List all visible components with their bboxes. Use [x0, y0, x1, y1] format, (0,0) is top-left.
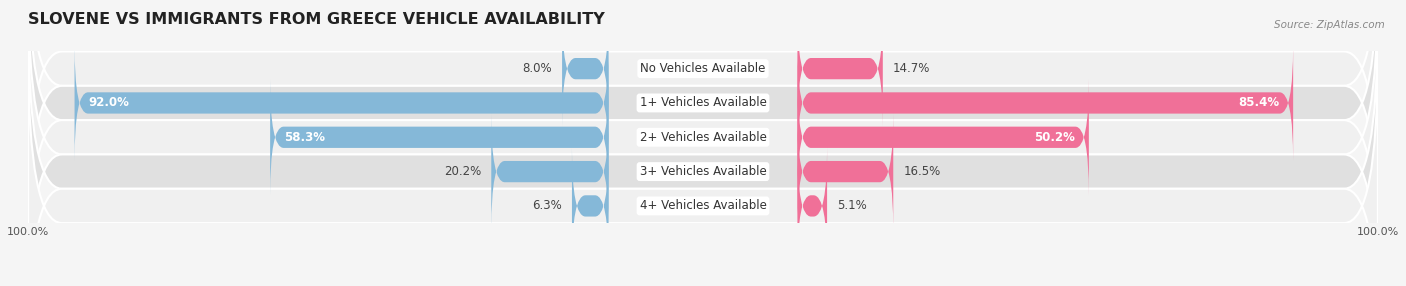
- Text: 16.5%: 16.5%: [904, 165, 941, 178]
- Text: 14.7%: 14.7%: [893, 62, 931, 75]
- FancyBboxPatch shape: [28, 51, 1378, 286]
- FancyBboxPatch shape: [562, 11, 609, 127]
- FancyBboxPatch shape: [572, 148, 609, 264]
- FancyBboxPatch shape: [797, 45, 1294, 161]
- Text: Source: ZipAtlas.com: Source: ZipAtlas.com: [1274, 20, 1385, 30]
- Text: 20.2%: 20.2%: [444, 165, 481, 178]
- FancyBboxPatch shape: [797, 114, 893, 230]
- FancyBboxPatch shape: [28, 17, 1378, 286]
- FancyBboxPatch shape: [28, 0, 1378, 257]
- Text: No Vehicles Available: No Vehicles Available: [640, 62, 766, 75]
- Text: 8.0%: 8.0%: [523, 62, 553, 75]
- FancyBboxPatch shape: [797, 11, 883, 127]
- FancyBboxPatch shape: [270, 79, 609, 195]
- Text: 58.3%: 58.3%: [284, 131, 325, 144]
- Text: 92.0%: 92.0%: [89, 96, 129, 110]
- Text: 1+ Vehicles Available: 1+ Vehicles Available: [640, 96, 766, 110]
- FancyBboxPatch shape: [797, 148, 827, 264]
- FancyBboxPatch shape: [491, 114, 609, 230]
- Text: 85.4%: 85.4%: [1239, 96, 1279, 110]
- Text: 3+ Vehicles Available: 3+ Vehicles Available: [640, 165, 766, 178]
- Text: 2+ Vehicles Available: 2+ Vehicles Available: [640, 131, 766, 144]
- Legend: Slovene, Immigrants from Greece: Slovene, Immigrants from Greece: [572, 284, 834, 286]
- Text: SLOVENE VS IMMIGRANTS FROM GREECE VEHICLE AVAILABILITY: SLOVENE VS IMMIGRANTS FROM GREECE VEHICL…: [28, 13, 605, 27]
- FancyBboxPatch shape: [75, 45, 609, 161]
- FancyBboxPatch shape: [28, 0, 1378, 223]
- FancyBboxPatch shape: [28, 0, 1378, 286]
- Text: 6.3%: 6.3%: [531, 199, 562, 212]
- FancyBboxPatch shape: [797, 79, 1088, 195]
- Text: 50.2%: 50.2%: [1035, 131, 1076, 144]
- Text: 4+ Vehicles Available: 4+ Vehicles Available: [640, 199, 766, 212]
- Text: 5.1%: 5.1%: [837, 199, 868, 212]
